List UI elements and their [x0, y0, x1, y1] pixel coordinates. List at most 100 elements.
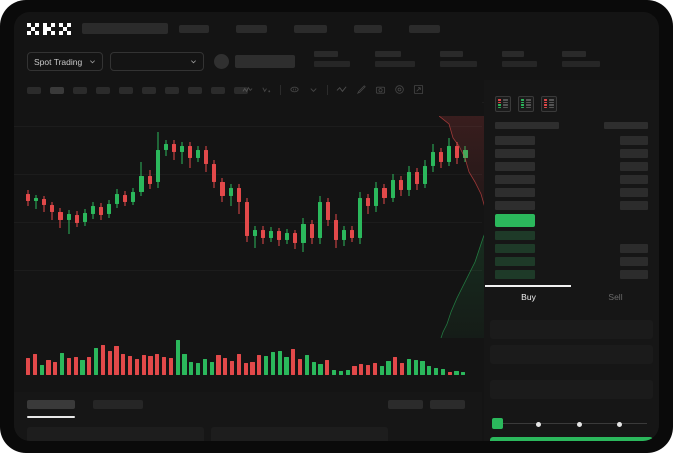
candle: [74, 102, 79, 297]
volume-bar: [182, 354, 187, 375]
chevron-down-icon[interactable]: [308, 84, 319, 95]
line-chart-icon[interactable]: [336, 84, 348, 95]
orderbook-bid-row[interactable]: [495, 231, 648, 240]
candle: [341, 102, 347, 297]
bottom-action-1[interactable]: [388, 400, 423, 409]
camera-icon[interactable]: [375, 84, 386, 95]
timeframe-1m[interactable]: [27, 87, 41, 94]
candle-body: [155, 150, 160, 182]
stat-24h-change: [375, 51, 415, 67]
volume-bar: [366, 365, 371, 375]
volume-bar: [168, 358, 173, 375]
orderbook-ask-row[interactable]: [495, 188, 648, 197]
slider-handle-icon[interactable]: [492, 418, 503, 429]
submit-order-button[interactable]: [490, 437, 653, 441]
top-navigation-bar: [14, 12, 659, 44]
timeframe-1w[interactable]: [188, 87, 202, 94]
nav-item-1[interactable]: [179, 25, 209, 33]
order-total-field[interactable]: [490, 380, 653, 399]
orderbook-ask-row[interactable]: [495, 162, 648, 171]
orderbook-ask-row[interactable]: [495, 136, 648, 145]
order-price-field[interactable]: [490, 320, 653, 339]
tab-open-orders[interactable]: [27, 400, 75, 409]
candle: [374, 102, 379, 297]
volume-bar: [434, 368, 439, 375]
orderbook-ask-row[interactable]: [495, 149, 648, 158]
candle: [147, 102, 152, 297]
candle: [123, 102, 128, 297]
orderbook-bid-row[interactable]: [495, 270, 648, 279]
slider-mark-50[interactable]: [577, 421, 582, 427]
orderbook-bid-row[interactable]: [495, 244, 648, 253]
candle: [204, 102, 209, 297]
volume-bar: [400, 363, 405, 375]
volume-bar: [372, 363, 377, 375]
orderbook-bid-row[interactable]: [495, 257, 648, 266]
candle-body: [90, 206, 95, 214]
orderbook-column-headers: [495, 122, 648, 129]
fullscreen-icon[interactable]: [413, 84, 424, 95]
trading-pair-select[interactable]: [110, 52, 204, 71]
order-amount-slider[interactable]: [492, 418, 651, 429]
candle: [333, 102, 338, 297]
candle: [131, 102, 136, 297]
timeframe-selector: [27, 87, 248, 94]
stat-value: [375, 61, 415, 67]
volume-bar: [73, 357, 78, 375]
timeframe-more[interactable]: [234, 87, 248, 94]
candle: [431, 102, 436, 297]
orderbook-mode-asks[interactable]: [541, 96, 557, 112]
candle-body: [228, 188, 233, 196]
bid-amount: [495, 270, 535, 279]
timeframe-30m[interactable]: [96, 87, 110, 94]
timeframe-5m[interactable]: [50, 87, 64, 94]
chevron-down-icon: [191, 60, 196, 64]
volume-bar: [345, 370, 350, 375]
bid-price: [620, 244, 648, 253]
order-amount-field[interactable]: [490, 345, 653, 364]
market-type-select[interactable]: Spot Trading: [27, 52, 103, 71]
nav-item-4[interactable]: [354, 25, 382, 33]
candle: [422, 102, 428, 297]
bottom-action-2[interactable]: [430, 400, 465, 409]
candle-body: [244, 202, 249, 236]
bid-price: [620, 257, 648, 266]
okx-logo-icon[interactable]: [27, 23, 71, 35]
timeframe-4h[interactable]: [142, 87, 156, 94]
volume-bar: [318, 364, 323, 375]
candle: [34, 102, 39, 297]
compare-icon[interactable]: [289, 84, 300, 95]
search-input[interactable]: [82, 23, 168, 34]
timeframe-1h[interactable]: [119, 87, 133, 94]
nav-item-3[interactable]: [294, 25, 327, 33]
timeframe-1d[interactable]: [165, 87, 179, 94]
drawing-pen-icon[interactable]: [356, 84, 367, 95]
tab-sell[interactable]: Sell: [608, 292, 623, 302]
settings-gear-icon[interactable]: [394, 84, 405, 95]
nav-item-5[interactable]: [409, 25, 440, 33]
indicators-icon[interactable]: [242, 84, 253, 95]
chart-type-icon[interactable]: [261, 84, 272, 95]
volume-bar: [332, 370, 337, 375]
pair-header-bar: Spot Trading: [14, 44, 659, 80]
orderbook-mode-both[interactable]: [495, 96, 511, 112]
timeframe-1mo[interactable]: [211, 87, 225, 94]
orderbook-ask-row[interactable]: [495, 175, 648, 184]
price-chart-panel[interactable]: [14, 102, 482, 392]
orderbook-mode-bids[interactable]: [518, 96, 534, 112]
toolbar-divider: [280, 84, 281, 95]
tab-buy[interactable]: Buy: [521, 292, 536, 302]
candle-body: [42, 199, 47, 205]
nav-item-2[interactable]: [236, 25, 267, 33]
candle: [90, 102, 95, 297]
candle: [414, 102, 419, 297]
candle: [455, 102, 460, 297]
volume-bar: [284, 357, 289, 375]
slider-mark-75[interactable]: [617, 421, 622, 427]
orderbook-ask-row[interactable]: [495, 201, 648, 210]
timeframe-15m[interactable]: [73, 87, 87, 94]
ask-price: [620, 136, 648, 145]
candle: [252, 102, 257, 297]
slider-mark-25[interactable]: [536, 421, 541, 427]
tab-order-history[interactable]: [93, 400, 143, 409]
